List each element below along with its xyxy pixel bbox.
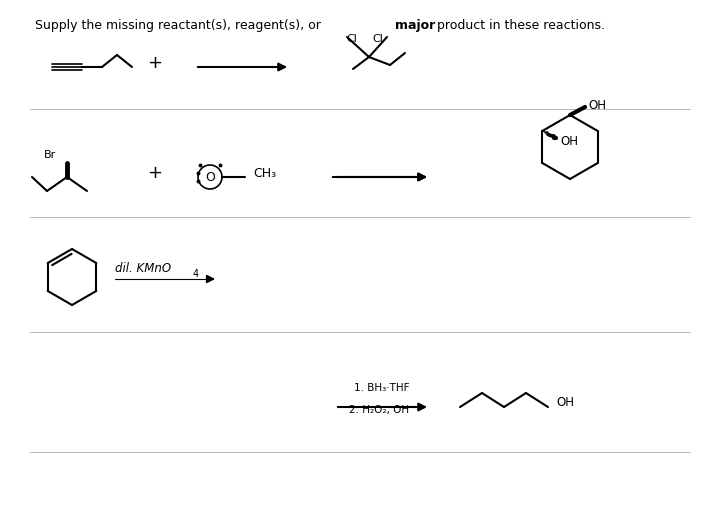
- Text: 2. H₂O₂, OH⁻: 2. H₂O₂, OH⁻: [349, 405, 415, 415]
- Text: OH: OH: [561, 134, 579, 148]
- Text: Br: Br: [44, 150, 56, 160]
- Text: Supply the missing reactant(s), reagent(s), or: Supply the missing reactant(s), reagent(…: [35, 19, 325, 32]
- Text: 1. BH₃·THF: 1. BH₃·THF: [354, 383, 410, 393]
- Text: CH₃: CH₃: [253, 166, 276, 179]
- Text: dil. KMnO: dil. KMnO: [115, 263, 171, 275]
- Text: major: major: [395, 19, 435, 32]
- Text: O: O: [205, 170, 215, 184]
- Text: 4: 4: [193, 269, 199, 279]
- Text: +: +: [147, 54, 163, 72]
- Text: product in these reactions.: product in these reactions.: [433, 19, 605, 32]
- Text: Cl: Cl: [347, 34, 357, 44]
- Text: OH: OH: [556, 396, 574, 410]
- Text: OH: OH: [588, 98, 606, 112]
- Text: Cl: Cl: [372, 34, 384, 44]
- Text: +: +: [147, 164, 163, 182]
